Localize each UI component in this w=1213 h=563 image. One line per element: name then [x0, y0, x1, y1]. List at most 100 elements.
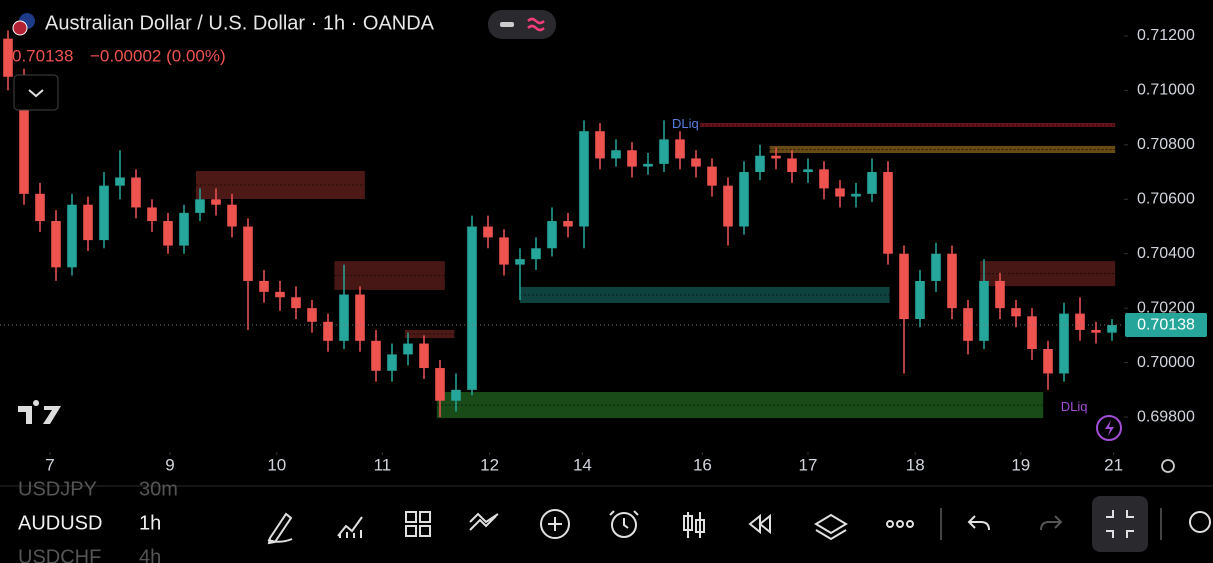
candle-body	[771, 155, 781, 159]
interval[interactable]: 4h	[139, 546, 161, 563]
candle-body	[227, 204, 237, 227]
candle-body	[275, 291, 285, 298]
candle-body	[3, 38, 13, 77]
candle-body	[787, 158, 797, 173]
candle-body	[755, 155, 765, 173]
candle-body	[467, 226, 477, 390]
y-tick-label: 0.69800	[1137, 408, 1195, 425]
candle-body	[835, 188, 845, 197]
candle-body	[803, 169, 813, 173]
symbol-picker[interactable]: USDJPY 30m AUDUSD 1h USDCHF 4h	[18, 478, 178, 563]
candle-body	[211, 199, 221, 205]
candle-body	[851, 193, 861, 197]
indicators-tool[interactable]	[337, 516, 363, 538]
draw-tool[interactable]	[267, 512, 293, 545]
candle-body	[899, 253, 909, 320]
y-tick-label: 0.70400	[1137, 245, 1195, 262]
axes: 0.71200 0.71000 0.70800 0.70600 0.70400 0.702…	[0, 27, 1207, 474]
candle-body	[483, 226, 493, 238]
add-tool[interactable]	[540, 509, 570, 539]
candle-body	[451, 389, 461, 401]
candle-body	[707, 166, 717, 186]
toolbar	[267, 496, 1211, 552]
candle-body	[19, 76, 29, 194]
candle-body	[67, 204, 77, 268]
candle-body	[915, 280, 925, 320]
zone	[436, 392, 1044, 419]
redo[interactable]	[1040, 515, 1063, 531]
candle-body	[83, 204, 93, 241]
zone	[700, 123, 1116, 127]
status-pill[interactable]	[488, 10, 556, 39]
current-price-box	[1125, 313, 1207, 338]
candle-body	[99, 185, 109, 241]
candle-body	[1107, 325, 1117, 333]
candle-body	[355, 294, 365, 341]
candle-body	[259, 280, 269, 292]
alert-icon[interactable]	[1096, 415, 1122, 441]
candle-body	[419, 343, 429, 369]
candle-body	[131, 177, 141, 208]
alarm-tool[interactable]	[611, 512, 637, 538]
candle-body	[563, 221, 573, 227]
candle-body	[1043, 349, 1053, 374]
x-tick-label: 11	[374, 455, 392, 474]
x-tick-label: 9	[165, 455, 174, 474]
candle-body	[243, 226, 253, 281]
candles: DLiq DLiq	[3, 30, 1117, 418]
fullscreen-button[interactable]	[1092, 496, 1148, 552]
ideas-tool[interactable]	[1189, 511, 1211, 533]
candle-body	[963, 308, 973, 341]
replay-tool[interactable]	[748, 513, 771, 535]
layers-tool[interactable]	[814, 513, 848, 541]
candle-body	[323, 321, 333, 341]
candle-body	[979, 280, 989, 341]
candle-body	[931, 253, 941, 281]
collapse-button[interactable]	[13, 74, 59, 111]
x-tick-label: 18	[906, 455, 925, 474]
symbol[interactable]: USDJPY	[18, 478, 97, 500]
candle-body	[531, 248, 541, 260]
candle-body	[499, 237, 509, 265]
candle-body	[595, 131, 605, 159]
compare-tool[interactable]	[469, 512, 499, 531]
annotation: DLiq	[672, 116, 699, 131]
annotation: DLiq	[1061, 399, 1088, 414]
settings-icon[interactable]	[1161, 459, 1175, 473]
candle-body	[643, 163, 653, 167]
candle-body	[179, 212, 189, 246]
candle-body	[739, 172, 749, 227]
bolt	[1105, 420, 1114, 436]
zones	[196, 123, 1116, 419]
candle-body	[1027, 316, 1037, 350]
candle-body	[947, 253, 957, 309]
x-tick-label: 10	[267, 455, 286, 474]
symbol[interactable]: USDCHF	[18, 546, 101, 563]
candle-body	[147, 207, 157, 222]
interval[interactable]: 1h	[139, 512, 161, 534]
price-change: −0.00002 (0.00%)	[90, 46, 226, 65]
candle-body	[1075, 313, 1085, 330]
candle-body	[115, 177, 125, 186]
x-tick-label: 12	[480, 455, 499, 474]
candle-body	[435, 368, 445, 401]
interval[interactable]: 30m	[139, 478, 178, 500]
candle-body	[339, 294, 349, 341]
y-tick-label: 0.70800	[1137, 136, 1195, 153]
candle-body	[659, 139, 669, 164]
candles-tool[interactable]	[683, 512, 705, 538]
x-tick-label: 17	[799, 455, 818, 474]
more-tool[interactable]	[886, 520, 894, 528]
symbol[interactable]: AUDUSD	[18, 512, 102, 534]
undo[interactable]	[967, 515, 990, 531]
x-tick-label: 7	[45, 455, 54, 474]
candle-body	[307, 308, 317, 322]
candle-body	[723, 185, 733, 227]
candle-body	[515, 259, 525, 265]
last-price: 0.70138	[12, 46, 73, 65]
layout-tool[interactable]	[405, 511, 431, 537]
candle-body	[1011, 308, 1021, 317]
chart-title: Australian Dollar / U.S. Dollar · 1h · O…	[45, 12, 435, 34]
candle-body	[51, 221, 61, 268]
